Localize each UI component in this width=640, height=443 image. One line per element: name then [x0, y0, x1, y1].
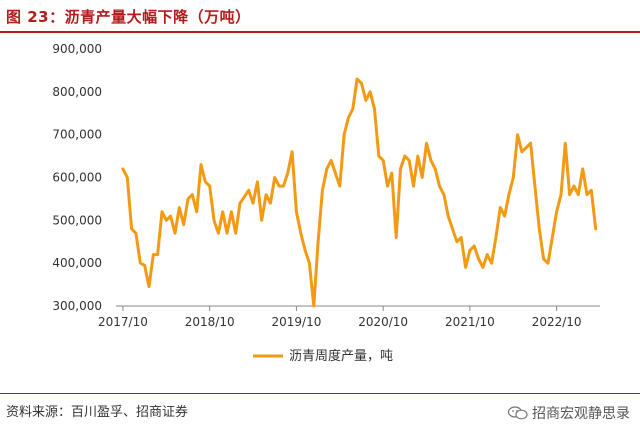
x-tick-label: 2022/10: [532, 315, 582, 329]
y-tick-label: 500,000: [52, 213, 102, 227]
y-axis: 300,000 400,000 500,000 600,000 700,000 800,0…: [52, 42, 102, 313]
y-tick-label: 400,000: [52, 256, 102, 270]
title-divider: [0, 31, 640, 33]
y-tick-label: 700,000: [52, 128, 102, 142]
page-title: 图 23：沥青产量大幅下降（万吨）: [6, 8, 251, 26]
source-note: 资料来源：百川盈孚、招商证券: [6, 405, 189, 420]
series-line: [121, 77, 598, 308]
footer-divider: [0, 393, 640, 394]
legend-label: 沥青周度产量，吨: [289, 348, 393, 364]
x-tick-label: 2018/10: [185, 315, 235, 329]
x-tick-label: 2019/10: [271, 315, 321, 329]
legend: 沥青周度产量，吨: [253, 348, 393, 364]
series-layer: [121, 77, 598, 308]
x-axis: 2017/10 2018/10 2019/10 2020/10 2021/10 2022/…: [98, 305, 600, 329]
x-tick-label: 2021/10: [445, 315, 495, 329]
watermark: 招商宏观静思录: [508, 403, 630, 423]
x-tick-label: 2020/10: [358, 315, 408, 329]
y-tick-label: 600,000: [52, 171, 102, 185]
line-chart: 300,000 400,000 500,000 600,000 700,000 800,0…: [52, 42, 600, 364]
y-tick-label: 300,000: [52, 299, 102, 313]
y-tick-label: 900,000: [52, 42, 102, 56]
wechat-icon: [508, 406, 528, 420]
y-tick-label: 800,000: [52, 85, 102, 99]
watermark-text: 招商宏观静思录: [532, 406, 630, 422]
x-tick-label: 2017/10: [98, 315, 148, 329]
